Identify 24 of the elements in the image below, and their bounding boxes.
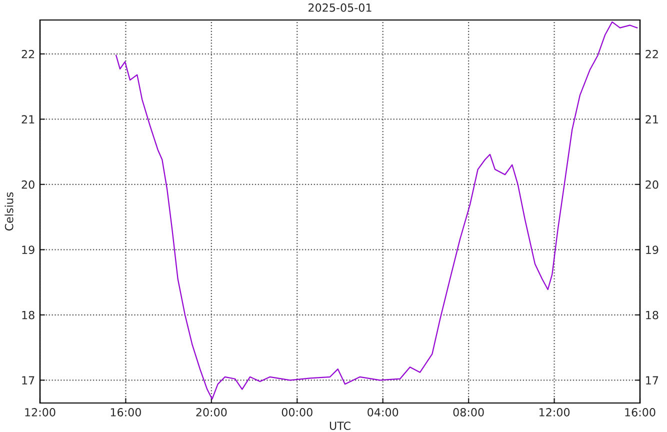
line-series [116,21,638,400]
y2-tick-label: 17 [646,376,658,384]
y2-tick-label: 18 [646,310,658,320]
x-tick-label: 12:00 [25,408,56,416]
y2-tick-label: 19 [646,246,658,254]
chart-title: 2025-05-01 [308,3,372,12]
x-tick-label: 12:00 [539,408,570,416]
x-axis-title: UTC [330,422,350,430]
y-axis-title: Celsius [4,192,14,231]
y-tick-label: 20 [22,180,34,189]
y-tick-label: 19 [22,246,34,254]
x-tick-label: 00:00 [282,408,312,416]
y-tick-label: 22 [22,50,34,58]
y-tick-label: 18 [22,310,34,320]
x-tick-label: 16:00 [110,408,141,416]
y-tick-label: 17 [22,376,34,384]
y2-tick-label: 20 [646,180,658,189]
x-tick-label: 20:00 [196,408,227,416]
y-tick-label: 21 [22,115,34,124]
x-tick-label: 16:00 [625,408,656,416]
x-tick-label: 04:00 [368,408,398,416]
y2-tick-label: 22 [646,50,658,58]
x-tick-label: 08:00 [453,408,484,416]
y2-tick-label: 21 [646,115,658,124]
